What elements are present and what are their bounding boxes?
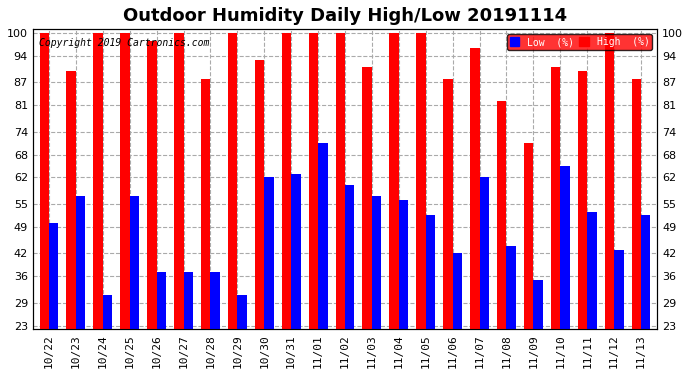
Bar — [480, 177, 489, 375]
Bar — [345, 185, 355, 375]
Bar — [76, 196, 86, 375]
Bar — [426, 216, 435, 375]
Bar — [416, 33, 426, 375]
Bar — [641, 216, 651, 375]
Bar — [506, 246, 516, 375]
Bar — [120, 33, 130, 375]
Bar — [399, 200, 408, 375]
Bar — [147, 40, 157, 375]
Bar — [631, 79, 641, 375]
Bar — [308, 33, 318, 375]
Bar — [264, 177, 274, 375]
Bar — [66, 71, 76, 375]
Bar — [291, 174, 301, 375]
Bar — [201, 79, 210, 375]
Bar — [497, 102, 506, 375]
Bar — [362, 67, 372, 375]
Bar — [578, 71, 587, 375]
Bar — [604, 33, 614, 375]
Bar — [255, 60, 264, 375]
Bar — [533, 280, 543, 375]
Bar — [237, 295, 247, 375]
Bar — [614, 250, 624, 375]
Bar — [157, 273, 166, 375]
Bar — [551, 67, 560, 375]
Bar — [372, 196, 382, 375]
Bar — [103, 295, 112, 375]
Bar — [560, 166, 570, 375]
Bar — [453, 254, 462, 375]
Bar — [443, 79, 453, 375]
Bar — [210, 273, 220, 375]
Bar — [282, 33, 291, 375]
Bar — [174, 33, 184, 375]
Bar — [318, 143, 328, 375]
Bar — [39, 33, 49, 375]
Title: Outdoor Humidity Daily High/Low 20191114: Outdoor Humidity Daily High/Low 20191114 — [123, 7, 567, 25]
Bar — [389, 33, 399, 375]
Bar — [335, 33, 345, 375]
Bar — [524, 143, 533, 375]
Bar — [130, 196, 139, 375]
Bar — [587, 211, 597, 375]
Bar — [93, 33, 103, 375]
Bar — [470, 48, 480, 375]
Bar — [228, 33, 237, 375]
Bar — [49, 223, 59, 375]
Bar — [184, 273, 193, 375]
Text: Copyright 2019 Cartronics.com: Copyright 2019 Cartronics.com — [39, 38, 210, 48]
Legend: Low  (%), High  (%): Low (%), High (%) — [506, 34, 652, 50]
